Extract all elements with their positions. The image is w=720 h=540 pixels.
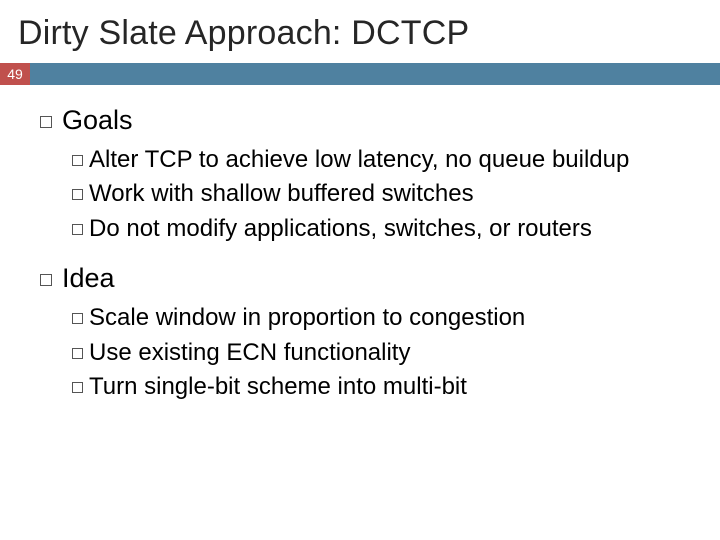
square-bullet-icon [72, 189, 83, 200]
square-bullet-icon [40, 116, 52, 128]
list-item: Turn single-bit scheme into multi-bit [72, 371, 692, 403]
list-item-text: Work with shallow buffered switches [89, 180, 474, 207]
list-item-text: Do not modify applications, switches, or… [89, 215, 592, 242]
accent-bar-fill [30, 63, 720, 85]
square-bullet-icon [72, 224, 83, 235]
list-item-text: Scale window in proportion to congestion [89, 304, 525, 331]
section-heading-label: Idea [62, 263, 115, 293]
slide-content: Goals Alter TCP to achieve low latency, … [0, 85, 720, 415]
square-bullet-icon [72, 313, 83, 324]
section-heading: Goals [40, 105, 692, 136]
square-bullet-icon [40, 274, 52, 286]
sub-list: Alter TCP to achieve low latency, no que… [40, 140, 692, 257]
list-item: Do not modify applications, switches, or… [72, 213, 692, 245]
list-item-text: Use existing ECN functionality [89, 339, 410, 366]
square-bullet-icon [72, 348, 83, 359]
section-heading-label: Goals [62, 105, 133, 135]
sub-list: Scale window in proportion to congestion… [40, 298, 692, 415]
slide-number: 49 [7, 66, 23, 82]
list-item: Use existing ECN functionality [72, 337, 692, 369]
slide: Dirty Slate Approach: DCTCP 49 Goals Alt… [0, 0, 720, 540]
square-bullet-icon [72, 382, 83, 393]
list-item: Scale window in proportion to congestion [72, 302, 692, 334]
slide-title: Dirty Slate Approach: DCTCP [0, 0, 720, 63]
list-item: Alter TCP to achieve low latency, no que… [72, 144, 692, 176]
accent-bar: 49 [0, 63, 720, 85]
slide-number-badge: 49 [0, 63, 30, 85]
list-item: Work with shallow buffered switches [72, 178, 692, 210]
list-item-text: Alter TCP to achieve low latency, no que… [89, 146, 629, 173]
section-heading: Idea [40, 263, 692, 294]
square-bullet-icon [72, 155, 83, 166]
list-item-text: Turn single-bit scheme into multi-bit [89, 373, 467, 400]
